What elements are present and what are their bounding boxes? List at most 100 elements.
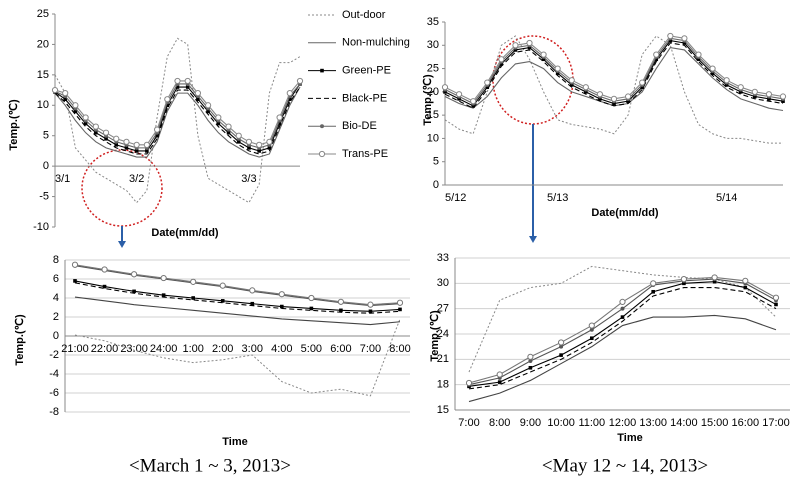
x-tick-label: 5/13 bbox=[547, 192, 568, 204]
marker bbox=[555, 71, 560, 76]
y-tick-label: 5 bbox=[433, 156, 439, 168]
marker bbox=[216, 121, 221, 126]
series-line bbox=[74, 296, 401, 326]
marker bbox=[62, 90, 69, 97]
y-tick-label: 0 bbox=[43, 160, 49, 172]
y-tick-label: 10 bbox=[37, 99, 49, 111]
marker bbox=[266, 138, 273, 145]
series-line bbox=[468, 265, 777, 373]
x-tick-label: 5/14 bbox=[716, 192, 737, 204]
marker bbox=[709, 65, 716, 72]
marker bbox=[51, 86, 59, 94]
marker bbox=[569, 83, 574, 87]
x-tick-label: 21:00 bbox=[61, 343, 89, 355]
x-axis-title: Time bbox=[617, 432, 642, 444]
marker bbox=[596, 91, 604, 98]
series-line bbox=[444, 35, 784, 102]
marker bbox=[134, 149, 139, 153]
marker bbox=[682, 281, 686, 286]
marker bbox=[465, 379, 473, 387]
marker bbox=[540, 51, 547, 58]
y-tick-label: -6 bbox=[49, 387, 59, 399]
marker bbox=[164, 96, 171, 103]
marker bbox=[512, 42, 519, 49]
marker bbox=[219, 282, 226, 289]
series-line bbox=[74, 265, 401, 307]
marker bbox=[278, 291, 285, 298]
y-tick-label: -2 bbox=[49, 349, 59, 361]
caption: <March 1 ~ 3, 2013> bbox=[129, 455, 291, 476]
marker bbox=[309, 306, 314, 311]
marker bbox=[398, 307, 402, 312]
marker bbox=[104, 136, 108, 141]
y-tick-label: 15 bbox=[437, 404, 449, 416]
marker bbox=[143, 141, 150, 148]
x-tick-label: 7:00 bbox=[458, 417, 479, 429]
y-tick-label: 0 bbox=[53, 330, 59, 342]
marker bbox=[257, 149, 261, 153]
marker bbox=[114, 143, 119, 147]
x-tick-label: 12:00 bbox=[609, 417, 637, 429]
marker bbox=[626, 99, 630, 103]
marker bbox=[153, 126, 161, 133]
y-tick-label: 27 bbox=[437, 303, 449, 315]
marker bbox=[668, 38, 673, 43]
marker bbox=[235, 132, 242, 139]
marker bbox=[457, 97, 461, 101]
series-line bbox=[74, 264, 401, 306]
marker bbox=[225, 123, 232, 130]
legend-label: Black-PE bbox=[342, 92, 387, 104]
marker bbox=[639, 79, 646, 86]
x-tick-label: 16:00 bbox=[732, 417, 760, 429]
marker bbox=[743, 285, 748, 290]
y-axis-title: Temp.(℃) bbox=[422, 74, 434, 126]
marker bbox=[554, 65, 561, 72]
marker bbox=[339, 308, 343, 313]
y-tick-label: -8 bbox=[49, 406, 59, 418]
marker bbox=[245, 138, 253, 145]
marker bbox=[165, 103, 170, 108]
marker bbox=[133, 141, 140, 148]
x-tick-label: 15:00 bbox=[701, 417, 729, 429]
marker bbox=[73, 279, 77, 283]
marker bbox=[589, 327, 594, 332]
marker bbox=[441, 84, 449, 91]
marker bbox=[267, 146, 272, 150]
caption: <May 12 ~ 14, 2013> bbox=[542, 455, 708, 476]
y-tick-label: 33 bbox=[437, 252, 449, 264]
marker bbox=[653, 51, 660, 58]
marker bbox=[73, 109, 78, 114]
series-line bbox=[468, 276, 777, 384]
x-tick-label: 3/2 bbox=[129, 173, 144, 185]
marker bbox=[174, 77, 181, 85]
marker bbox=[779, 93, 787, 100]
series-line bbox=[468, 278, 777, 386]
marker bbox=[161, 293, 166, 297]
marker bbox=[287, 97, 292, 101]
x-tick-label: 8:00 bbox=[489, 417, 510, 429]
marker bbox=[286, 90, 293, 97]
y-tick-label: 30 bbox=[437, 277, 449, 289]
series-line bbox=[74, 282, 401, 314]
y-tick-label: -4 bbox=[49, 368, 59, 380]
marker bbox=[541, 57, 546, 62]
x-tick-label: 8:00 bbox=[389, 343, 410, 355]
marker bbox=[280, 304, 284, 309]
marker bbox=[499, 62, 504, 66]
x-tick-label: 11:00 bbox=[578, 417, 605, 429]
y-tick-label: 6 bbox=[53, 273, 59, 285]
marker bbox=[83, 121, 88, 126]
marker bbox=[528, 359, 533, 364]
legend-label: Out-door bbox=[342, 9, 386, 21]
marker bbox=[368, 309, 373, 314]
x-tick-label: 2:00 bbox=[212, 343, 233, 355]
marker bbox=[620, 315, 625, 319]
marker bbox=[102, 284, 107, 289]
series-line bbox=[54, 86, 301, 158]
legend-label: Trans-PE bbox=[342, 148, 388, 160]
marker bbox=[215, 114, 222, 121]
y-tick-label: 25 bbox=[37, 8, 49, 20]
marker bbox=[72, 102, 79, 109]
marker bbox=[513, 48, 518, 52]
